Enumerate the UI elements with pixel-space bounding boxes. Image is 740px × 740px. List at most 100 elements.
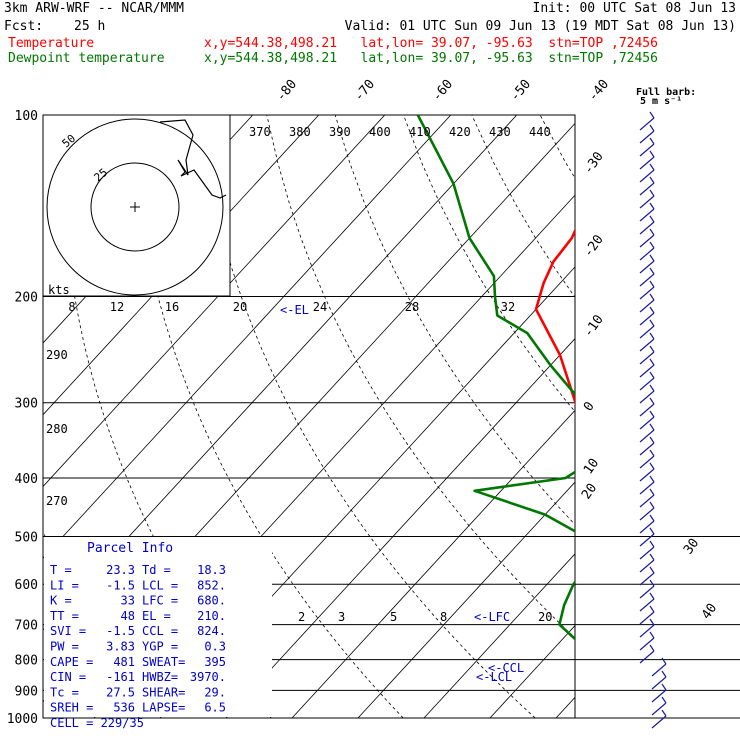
wind-barb [639, 611, 655, 625]
wind-barb-flag [649, 618, 655, 626]
wind-barb [639, 390, 655, 404]
wind-barb [639, 260, 655, 274]
wind-barb [639, 546, 655, 560]
wind-barb-flag [661, 696, 667, 704]
parcel-field-label: CIN = [50, 670, 86, 684]
wind-barb [639, 325, 655, 339]
wind-barb-flag [649, 397, 655, 405]
parcel-field-value: 29. [204, 685, 226, 699]
theta-e-label: 440 [529, 125, 551, 139]
isotherm-line [225, 338, 575, 718]
isotherm-line [43, 115, 452, 559]
wind-barb [639, 481, 655, 495]
wind-barb [639, 624, 655, 638]
wind-barb-flag [649, 137, 655, 145]
adiabat-line [334, 115, 575, 526]
temperature-trace [534, 227, 575, 407]
theta-e-label: 420 [449, 125, 471, 139]
barb-legend-units: 5 m s⁻¹ [640, 96, 682, 107]
speed-tick-label: 8 [68, 300, 75, 314]
pressure-tick-label: 800 [15, 654, 38, 669]
dewpoint-trace [416, 115, 575, 641]
parcel-field-label: SVI = [50, 624, 86, 638]
dewpoint-location-info: x,y=544.38,498.21 lat,lon= 39.07, -95.63… [204, 51, 658, 66]
wind-barb-flag [649, 332, 655, 340]
parcel-field-value: 18.3 [197, 563, 226, 577]
pressure-tick-label: 500 [15, 530, 38, 545]
wind-barb [639, 377, 655, 391]
wind-barbs: Full barb:5 m s⁻¹ [636, 87, 696, 729]
parcel-field-value: 852. [197, 578, 226, 592]
speed-tick-label: 12 [110, 300, 124, 314]
wind-barb [639, 403, 655, 417]
wind-barb-flag [661, 657, 667, 665]
right-temperature-tick: 0 [581, 399, 598, 414]
wind-barb-flag [661, 670, 667, 678]
wind-barb [639, 598, 655, 612]
wind-barb [639, 533, 655, 547]
wind-barb [639, 416, 655, 430]
wind-barb-flag [649, 488, 655, 496]
speed-tick-label: 20 [233, 300, 247, 314]
isotherm-line [622, 115, 740, 718]
parcel-field-value: 3970. [190, 670, 226, 684]
wind-barb [639, 351, 655, 365]
wind-barb [639, 507, 655, 521]
parcel-field-value: 27.5 [106, 685, 135, 699]
wind-barb [639, 494, 655, 508]
mixing-ratio-label: 3 [338, 610, 345, 624]
parcel-field-value: 536 [113, 701, 135, 715]
speed-tick-label: 28 [405, 300, 419, 314]
right-temperature-tick: 10 [581, 456, 602, 477]
parcel-field-label: HWBZ= [142, 670, 178, 684]
pressure-tick-label: 100 [15, 109, 38, 124]
parcel-field-value: 824. [197, 624, 226, 638]
theta-e-label: 370 [249, 125, 271, 139]
wind-barb [651, 702, 667, 716]
parcel-field-value: 0.3 [204, 640, 226, 654]
parcel-field-label: K = [50, 594, 72, 608]
wind-barb-flag [649, 631, 655, 639]
wind-barb [639, 169, 655, 183]
parcel-field-label: SWEAT= [142, 655, 185, 669]
parcel-title: Parcel Info [87, 541, 173, 556]
parcel-field-label: LI = [50, 578, 79, 592]
speed-tick-label: 32 [501, 300, 515, 314]
wind-barb [639, 312, 655, 326]
lfc-annotation: <-LFC [474, 610, 510, 624]
wind-barb-flag [649, 280, 655, 288]
wind-barb-flag [649, 293, 655, 301]
wind-barb-flag [649, 410, 655, 418]
wind-barb [639, 364, 655, 378]
isotherm-line [291, 409, 575, 718]
wind-barb [639, 208, 655, 222]
parcel-panel-background [44, 537, 272, 717]
theta-label: 270 [46, 494, 68, 508]
parcel-cell-motion: CELL = 229/35 [50, 716, 144, 730]
wind-barb-flag [649, 202, 655, 210]
wind-barb-flag [649, 111, 655, 119]
adiabat-line [539, 115, 575, 179]
wind-barb-flag [661, 683, 667, 691]
adiabat-line [677, 115, 740, 718]
hodograph-ring [46, 118, 224, 296]
theta-e-label: 390 [329, 125, 351, 139]
wind-barb [639, 585, 655, 599]
theta-e-label: 410 [409, 125, 431, 139]
wind-barb [639, 429, 655, 443]
top-temperature-tick: -60 [430, 77, 457, 105]
wind-barb [639, 286, 655, 300]
model-title: 3km ARW-WRF -- NCAR/MMM [4, 1, 185, 16]
isotherm-line [555, 696, 575, 718]
diagram-frame [42, 114, 576, 719]
adiabat-line [403, 115, 575, 413]
wind-barb [639, 559, 655, 573]
right-temperature-tick: 30 [681, 536, 702, 557]
parcel-field-value: -161 [106, 670, 135, 684]
wind-barb-flag [649, 566, 655, 574]
parcel-field-label: CAPE = [50, 655, 93, 669]
wind-barb-flag [649, 228, 655, 236]
parcel-field-value: 48 [121, 609, 135, 623]
wind-barb-flag [649, 124, 655, 132]
